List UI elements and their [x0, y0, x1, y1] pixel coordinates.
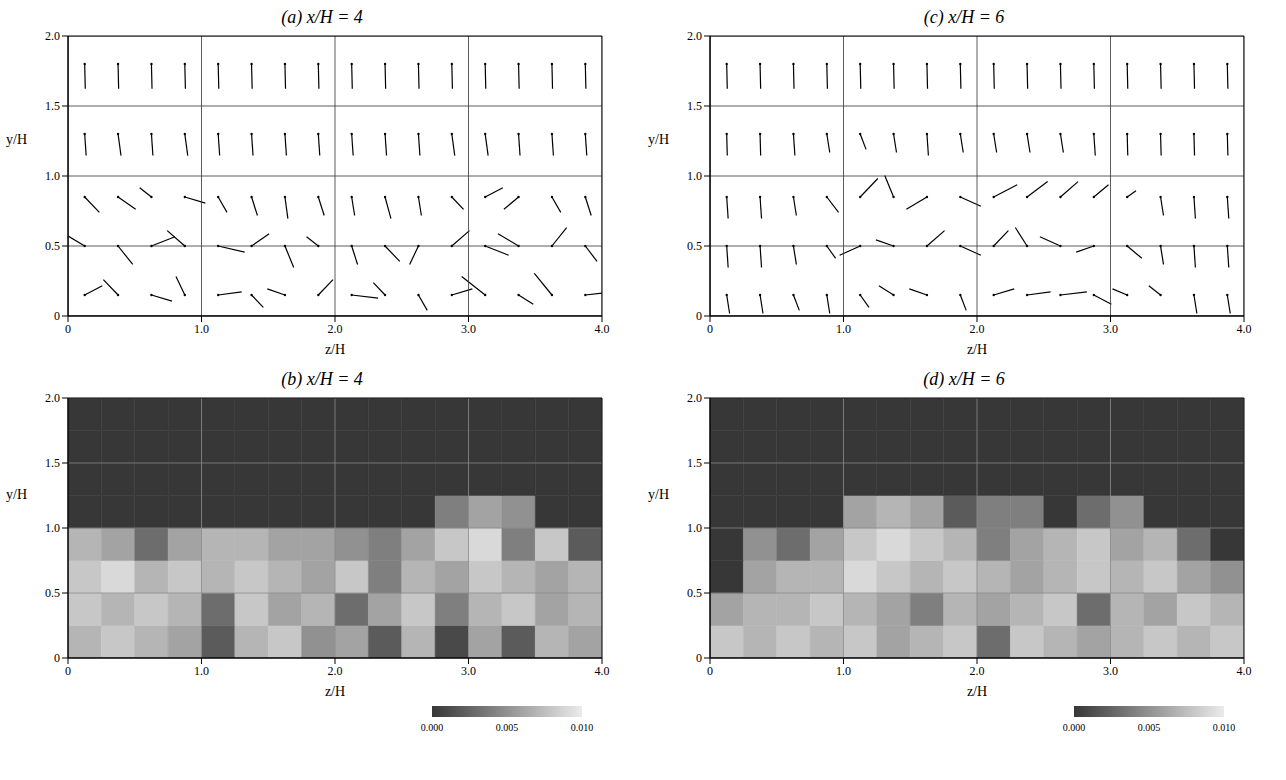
svg-text:1.0: 1.0: [194, 322, 209, 336]
svg-text:4.0: 4.0: [595, 322, 610, 336]
svg-text:0: 0: [696, 651, 702, 665]
svg-text:0.005: 0.005: [496, 722, 519, 733]
svg-text:1.5: 1.5: [45, 456, 60, 470]
svg-text:0.005: 0.005: [1138, 722, 1161, 733]
svg-text:0.5: 0.5: [45, 239, 60, 253]
svg-text:1.0: 1.0: [687, 521, 702, 535]
svg-text:3.0: 3.0: [1103, 322, 1118, 336]
svg-text:0.000: 0.000: [1063, 722, 1086, 733]
svg-text:z/H: z/H: [967, 684, 987, 699]
svg-text:4.0: 4.0: [1237, 322, 1252, 336]
svg-text:z/H: z/H: [325, 342, 345, 357]
html-text:(c) x/H = 6: (c) x/H = 6: [923, 7, 1005, 27]
svg-text:2.0: 2.0: [45, 392, 60, 405]
svg-text:0.5: 0.5: [687, 239, 702, 253]
svg-text:0.000: 0.000: [421, 722, 444, 733]
svg-text:4.0: 4.0: [595, 664, 610, 678]
svg-text:1.5: 1.5: [687, 99, 702, 113]
svg-text:0.010: 0.010: [571, 722, 594, 733]
html-text:(b) x/H = 4: (b) x/H = 4: [281, 369, 363, 389]
html-text:y/H: y/H: [6, 131, 27, 147]
svg-text:0: 0: [707, 322, 713, 336]
svg-text:2.0: 2.0: [45, 30, 60, 43]
svg-text:1.0: 1.0: [836, 664, 851, 678]
svg-text:3.0: 3.0: [461, 322, 476, 336]
svg-text:1.0: 1.0: [687, 169, 702, 183]
svg-text:1.0: 1.0: [836, 322, 851, 336]
svg-text:2.0: 2.0: [687, 392, 702, 405]
svg-text:2.0: 2.0: [970, 322, 985, 336]
svg-text:3.0: 3.0: [1103, 664, 1118, 678]
svg-text:0: 0: [65, 664, 71, 678]
svg-text:2.0: 2.0: [687, 30, 702, 43]
svg-text:z/H: z/H: [967, 342, 987, 357]
svg-text:0.010: 0.010: [1213, 722, 1236, 733]
html-text:y/H: y/H: [6, 486, 27, 502]
svg-text:1.5: 1.5: [687, 456, 702, 470]
html-text:(a) x/H = 4: (a) x/H = 4: [281, 7, 363, 27]
svg-text:1.0: 1.0: [194, 664, 209, 678]
svg-text:4.0: 4.0: [1237, 664, 1252, 678]
svg-text:2.0: 2.0: [970, 664, 985, 678]
svg-text:0.5: 0.5: [687, 586, 702, 600]
svg-text:0.5: 0.5: [45, 586, 60, 600]
svg-text:0: 0: [707, 664, 713, 678]
svg-text:0: 0: [54, 651, 60, 665]
html-text:y/H: y/H: [648, 131, 669, 147]
svg-text:1.0: 1.0: [45, 169, 60, 183]
svg-text:1.5: 1.5: [45, 99, 60, 113]
html-text:(d) x/H = 6: (d) x/H = 6: [923, 369, 1005, 389]
html-text:y/H: y/H: [648, 486, 669, 502]
svg-text:3.0: 3.0: [461, 664, 476, 678]
svg-text:2.0: 2.0: [328, 664, 343, 678]
svg-text:2.0: 2.0: [328, 322, 343, 336]
svg-text:0: 0: [65, 322, 71, 336]
svg-text:0: 0: [696, 309, 702, 323]
svg-text:1.0: 1.0: [45, 521, 60, 535]
svg-text:z/H: z/H: [325, 684, 345, 699]
svg-text:0: 0: [54, 309, 60, 323]
